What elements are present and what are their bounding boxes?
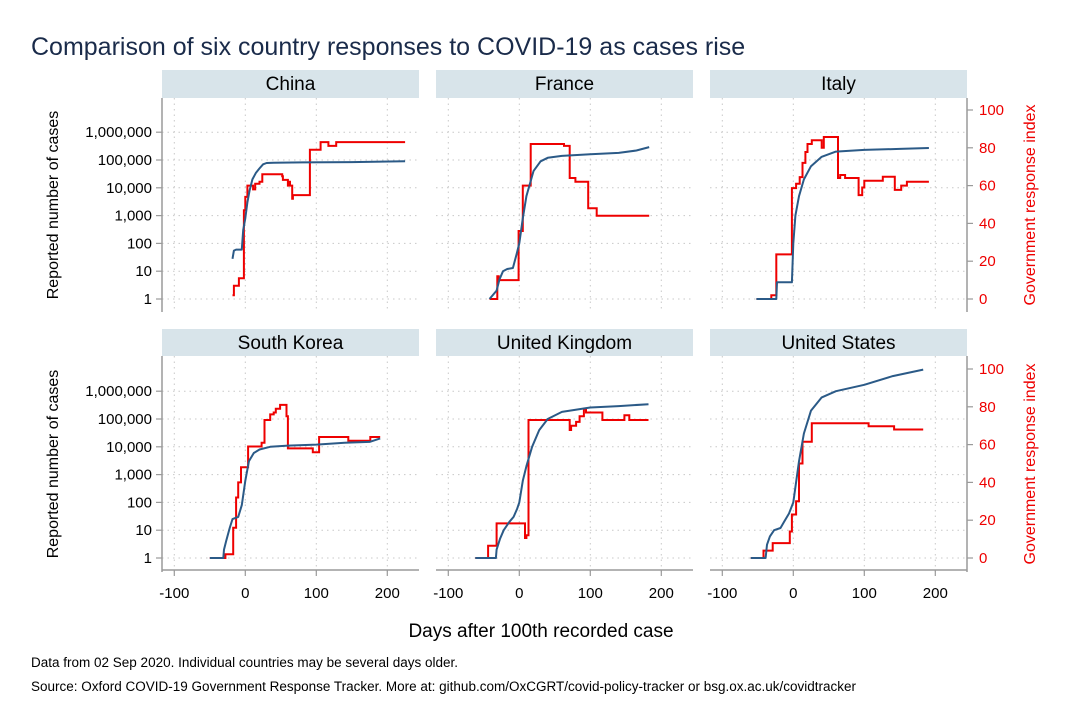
response-index-line	[489, 143, 650, 300]
x-tick-label: -100	[433, 585, 463, 602]
left-tick-label: 1,000,000	[85, 383, 152, 400]
chart-title: Comparison of six country responses to C…	[31, 33, 745, 61]
panel-strip	[436, 329, 693, 356]
x-axis-title: Days after 100th recorded case	[408, 621, 673, 642]
x-tick-label: 200	[649, 585, 674, 602]
x-tick-label: 100	[578, 585, 603, 602]
cases-line	[750, 368, 924, 559]
left-tick-label: 100	[127, 235, 152, 252]
response-index-line	[750, 422, 924, 559]
panel-united-states: United States 0 20 40 60 80 100 Government resp…	[707, 329, 1039, 602]
right-tick-label: 20	[979, 512, 996, 529]
panel-strip	[710, 329, 967, 356]
panel-title: China	[266, 74, 316, 95]
right-tick-label: 100	[979, 361, 1004, 378]
panel-title: Italy	[821, 74, 856, 95]
panel-strip	[710, 70, 967, 98]
right-tick-label: 60	[979, 437, 996, 454]
right-tick-label: 0	[979, 291, 987, 308]
right-tick-label: 20	[979, 253, 996, 270]
right-tick-label: 80	[979, 140, 996, 157]
left-axis-title: Reported number of cases	[45, 111, 62, 300]
x-tick-label: 200	[375, 585, 400, 602]
x-tick-label: 100	[304, 585, 329, 602]
panel-title: United States	[781, 333, 895, 354]
right-tick-label: 60	[979, 178, 996, 195]
left-tick-label: 1	[144, 550, 152, 567]
right-tick-label: 0	[979, 550, 987, 567]
x-tick-label: -100	[707, 585, 737, 602]
panel-china: China 1 10 100 1,000 10,000 100,000 1,000,000 Re…	[45, 70, 419, 312]
left-tick-label: 1,000	[114, 467, 152, 484]
panel-title: United Kingdom	[497, 333, 632, 354]
left-tick-label: 10	[135, 522, 152, 539]
cases-line	[488, 146, 650, 300]
left-tick-label: 1,000,000	[85, 124, 152, 141]
left-tick-label: 100	[127, 494, 152, 511]
left-tick-label: 1,000	[114, 208, 152, 225]
right-axis-title: Government response index	[1022, 364, 1039, 565]
left-tick-label: 10,000	[106, 180, 152, 197]
response-index-line	[756, 136, 929, 300]
left-tick-label: 10,000	[106, 439, 152, 456]
x-tick-label: 0	[515, 585, 523, 602]
panel-title: South Korea	[238, 333, 344, 354]
right-tick-label: 40	[979, 474, 996, 491]
right-tick-label: 100	[979, 102, 1004, 119]
x-tick-label: 200	[923, 585, 948, 602]
left-tick-label: 10	[135, 263, 152, 280]
x-tick-label: 100	[852, 585, 877, 602]
response-index-line	[232, 141, 406, 297]
panel-south-korea: South Korea 1 10 100 1,000 10,000 100,000 1,000…	[45, 329, 419, 602]
data-date-note: Data from 02 Sep 2020. Individual countr…	[31, 655, 458, 670]
response-index-line	[209, 403, 381, 559]
left-tick-label: 1	[144, 291, 152, 308]
response-index-line	[475, 407, 649, 559]
right-tick-label: 80	[979, 399, 996, 416]
cases-line	[231, 160, 406, 259]
x-tick-label: 0	[241, 585, 249, 602]
panel-strip	[162, 329, 419, 356]
source-note: Source: Oxford COVID-19 Government Respo…	[31, 679, 857, 694]
left-tick-label: 100,000	[98, 411, 152, 428]
panel-title: France	[535, 74, 594, 95]
x-tick-label: -100	[159, 585, 189, 602]
panel-france: France	[436, 70, 693, 312]
cases-line	[756, 147, 929, 300]
panels-group: China1101001,00010,000100,0001,000,000Re…	[45, 70, 1039, 602]
panel-strip	[162, 70, 419, 98]
panel-strip	[436, 70, 693, 98]
x-tick-label: 0	[789, 585, 797, 602]
left-axis-title: Reported number of cases	[45, 370, 62, 559]
cases-line	[475, 403, 649, 559]
right-tick-label: 40	[979, 215, 996, 232]
left-tick-label: 100,000	[98, 152, 152, 169]
panel-united-kingdom: United Kingdom -100 0 100 200	[433, 329, 693, 602]
cases-line	[209, 437, 381, 559]
panel-italy: Italy 0 20 40 60 80 100 Government response ind…	[710, 70, 1039, 312]
right-axis-title: Government response index	[1022, 105, 1039, 306]
